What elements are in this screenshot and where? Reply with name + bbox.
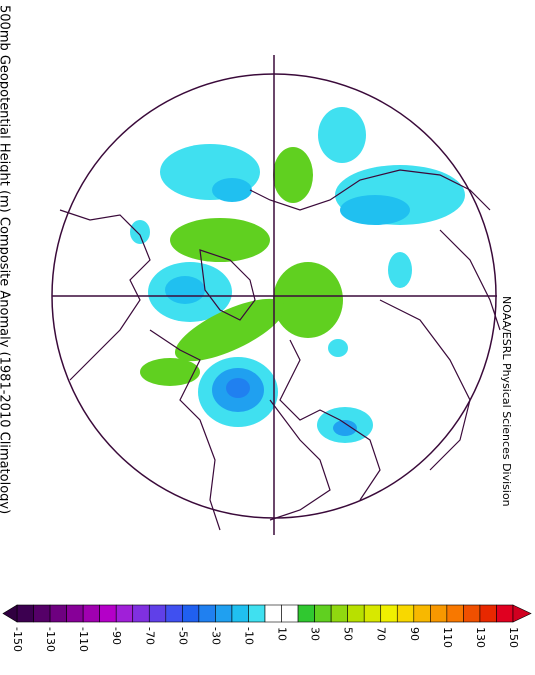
- colorbar-box: [115, 604, 134, 623]
- colorbar-box: [430, 604, 448, 623]
- colorbar-box: [99, 604, 117, 623]
- colorbar-box: [33, 604, 51, 623]
- map: [51, 55, 501, 535]
- colorbar-label: 50: [342, 627, 355, 641]
- colorbar-box: [148, 604, 167, 623]
- credit: NOAA/ESRL Physical Sciences Division: [500, 296, 513, 507]
- colorbar-box: [66, 604, 84, 623]
- colorbar-box: [182, 604, 200, 623]
- colorbar-box: [297, 604, 315, 623]
- colorbar-box: [16, 604, 34, 623]
- colorbar-label: 30: [309, 627, 322, 641]
- colorbar-label: -70: [143, 627, 156, 645]
- coastlines: [59, 169, 501, 531]
- colorbar-label: 90: [408, 627, 421, 641]
- colorbar-label: -10: [242, 627, 255, 645]
- colorbar-label: -30: [209, 627, 222, 645]
- colorbar-box: [165, 604, 183, 623]
- colorbar-label: -50: [176, 627, 189, 645]
- colorbar-label: 110: [441, 627, 454, 648]
- colorbar-box: [264, 604, 282, 623]
- colorbar-box: [396, 604, 415, 623]
- anomaly-fields: [130, 107, 465, 443]
- colorbar-box: [330, 604, 348, 623]
- colorbar-box: [215, 604, 233, 623]
- colorbar-box: [347, 604, 365, 623]
- colorbar-box: [198, 604, 216, 623]
- colorbar: -150 -130 -110 -90 -70 -50 -30 -10 10 30 50 70 90 110…: [2, 604, 532, 652]
- colorbar-under: [2, 604, 18, 623]
- colorbar-box: [49, 604, 67, 623]
- colorbar-label: 70: [375, 627, 388, 641]
- colorbar-label: 10: [276, 627, 289, 641]
- colorbar-box: [231, 604, 249, 623]
- colorbar-box: [413, 604, 431, 623]
- colorbar-box: [132, 604, 150, 623]
- colorbar-box: [479, 604, 497, 623]
- colorbar-box: [463, 604, 481, 623]
- colorbar-box: [281, 604, 299, 623]
- colorbar-box: [380, 604, 398, 623]
- colorbar-label: 130: [474, 627, 487, 648]
- colorbar-over: [512, 604, 532, 623]
- colorbar-box: [363, 604, 382, 623]
- colorbar-label: -130: [44, 627, 57, 652]
- map-title: 500mb Geopotential Height (m) Composite …: [0, 5, 12, 514]
- colorbar-box: [496, 604, 514, 623]
- colorbar-box: [248, 604, 266, 623]
- colorbar-box: [314, 604, 332, 623]
- colorbar-label: -110: [77, 627, 90, 652]
- colorbar-box: [446, 604, 464, 623]
- colorbar-label: 150: [507, 627, 520, 648]
- colorbar-box: [82, 604, 100, 623]
- colorbar-label: -150: [11, 627, 24, 652]
- colorbar-label: -90: [110, 627, 123, 645]
